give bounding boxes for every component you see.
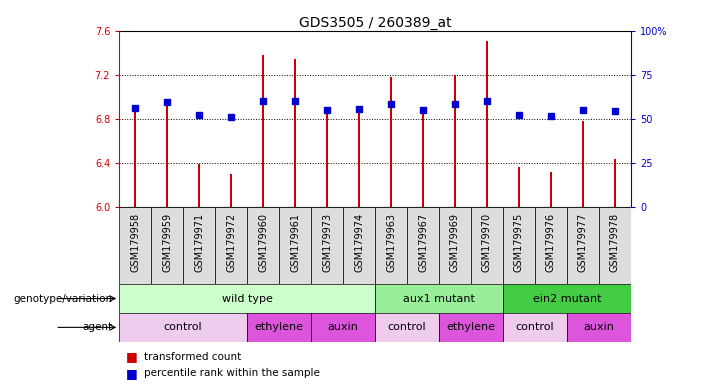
Bar bbox=[503, 284, 631, 313]
Bar bbox=[261, 55, 264, 207]
Bar bbox=[567, 313, 631, 342]
Text: auxin: auxin bbox=[583, 322, 614, 333]
Bar bbox=[517, 167, 520, 207]
Text: control: control bbox=[164, 322, 203, 333]
Bar bbox=[311, 207, 343, 284]
Bar bbox=[582, 121, 584, 207]
Text: percentile rank within the sample: percentile rank within the sample bbox=[144, 368, 320, 379]
Bar bbox=[486, 41, 489, 207]
Bar bbox=[454, 75, 456, 207]
Text: ethylene: ethylene bbox=[254, 322, 304, 333]
Bar bbox=[166, 106, 168, 207]
Text: auxin: auxin bbox=[327, 322, 358, 333]
Bar bbox=[247, 313, 311, 342]
Text: ■: ■ bbox=[126, 350, 138, 363]
Text: GSM179971: GSM179971 bbox=[194, 213, 204, 272]
Text: GSM179973: GSM179973 bbox=[322, 213, 332, 272]
Bar bbox=[471, 207, 503, 284]
Bar bbox=[375, 207, 407, 284]
Text: GSM179967: GSM179967 bbox=[418, 213, 428, 272]
Bar bbox=[422, 111, 424, 207]
Text: GSM179978: GSM179978 bbox=[610, 213, 620, 272]
Text: GSM179961: GSM179961 bbox=[290, 213, 300, 272]
Bar bbox=[550, 172, 552, 207]
Text: ein2 mutant: ein2 mutant bbox=[533, 293, 601, 304]
Bar bbox=[613, 159, 616, 207]
Bar bbox=[134, 111, 137, 207]
Bar bbox=[567, 207, 599, 284]
Text: ethylene: ethylene bbox=[447, 322, 496, 333]
Text: GSM179960: GSM179960 bbox=[258, 213, 268, 272]
Text: genotype/variation: genotype/variation bbox=[13, 293, 112, 304]
Bar bbox=[375, 313, 439, 342]
Text: GSM179977: GSM179977 bbox=[578, 213, 588, 272]
Bar bbox=[119, 313, 247, 342]
Bar bbox=[279, 207, 311, 284]
Bar bbox=[294, 60, 297, 207]
Bar bbox=[407, 207, 439, 284]
Bar bbox=[599, 207, 631, 284]
Text: aux1 mutant: aux1 mutant bbox=[403, 293, 475, 304]
Bar bbox=[119, 284, 375, 313]
Bar bbox=[503, 207, 535, 284]
Text: transformed count: transformed count bbox=[144, 351, 241, 362]
Text: agent: agent bbox=[82, 322, 112, 333]
Bar bbox=[311, 313, 375, 342]
Bar bbox=[198, 164, 200, 207]
Text: wild type: wild type bbox=[222, 293, 273, 304]
Bar bbox=[390, 77, 393, 207]
Text: GSM179975: GSM179975 bbox=[514, 213, 524, 272]
Text: GSM179974: GSM179974 bbox=[354, 213, 364, 272]
Bar bbox=[343, 207, 375, 284]
Text: GSM179969: GSM179969 bbox=[450, 213, 460, 272]
Bar bbox=[247, 207, 279, 284]
Title: GDS3505 / 260389_at: GDS3505 / 260389_at bbox=[299, 16, 451, 30]
Bar bbox=[230, 174, 233, 207]
Text: control: control bbox=[516, 322, 554, 333]
Bar bbox=[375, 284, 503, 313]
Bar bbox=[535, 207, 567, 284]
Bar bbox=[358, 110, 360, 207]
Text: control: control bbox=[388, 322, 426, 333]
Text: GSM179958: GSM179958 bbox=[130, 213, 140, 272]
Text: GSM179959: GSM179959 bbox=[162, 213, 172, 272]
Text: GSM179976: GSM179976 bbox=[546, 213, 556, 272]
Bar bbox=[119, 207, 151, 284]
Bar bbox=[151, 207, 183, 284]
Bar bbox=[503, 313, 567, 342]
Bar bbox=[326, 111, 328, 207]
Bar bbox=[183, 207, 215, 284]
Bar bbox=[439, 313, 503, 342]
Text: GSM179970: GSM179970 bbox=[482, 213, 492, 272]
Bar bbox=[439, 207, 471, 284]
Bar bbox=[215, 207, 247, 284]
Text: GSM179972: GSM179972 bbox=[226, 213, 236, 272]
Text: ■: ■ bbox=[126, 367, 138, 380]
Text: GSM179963: GSM179963 bbox=[386, 213, 396, 272]
